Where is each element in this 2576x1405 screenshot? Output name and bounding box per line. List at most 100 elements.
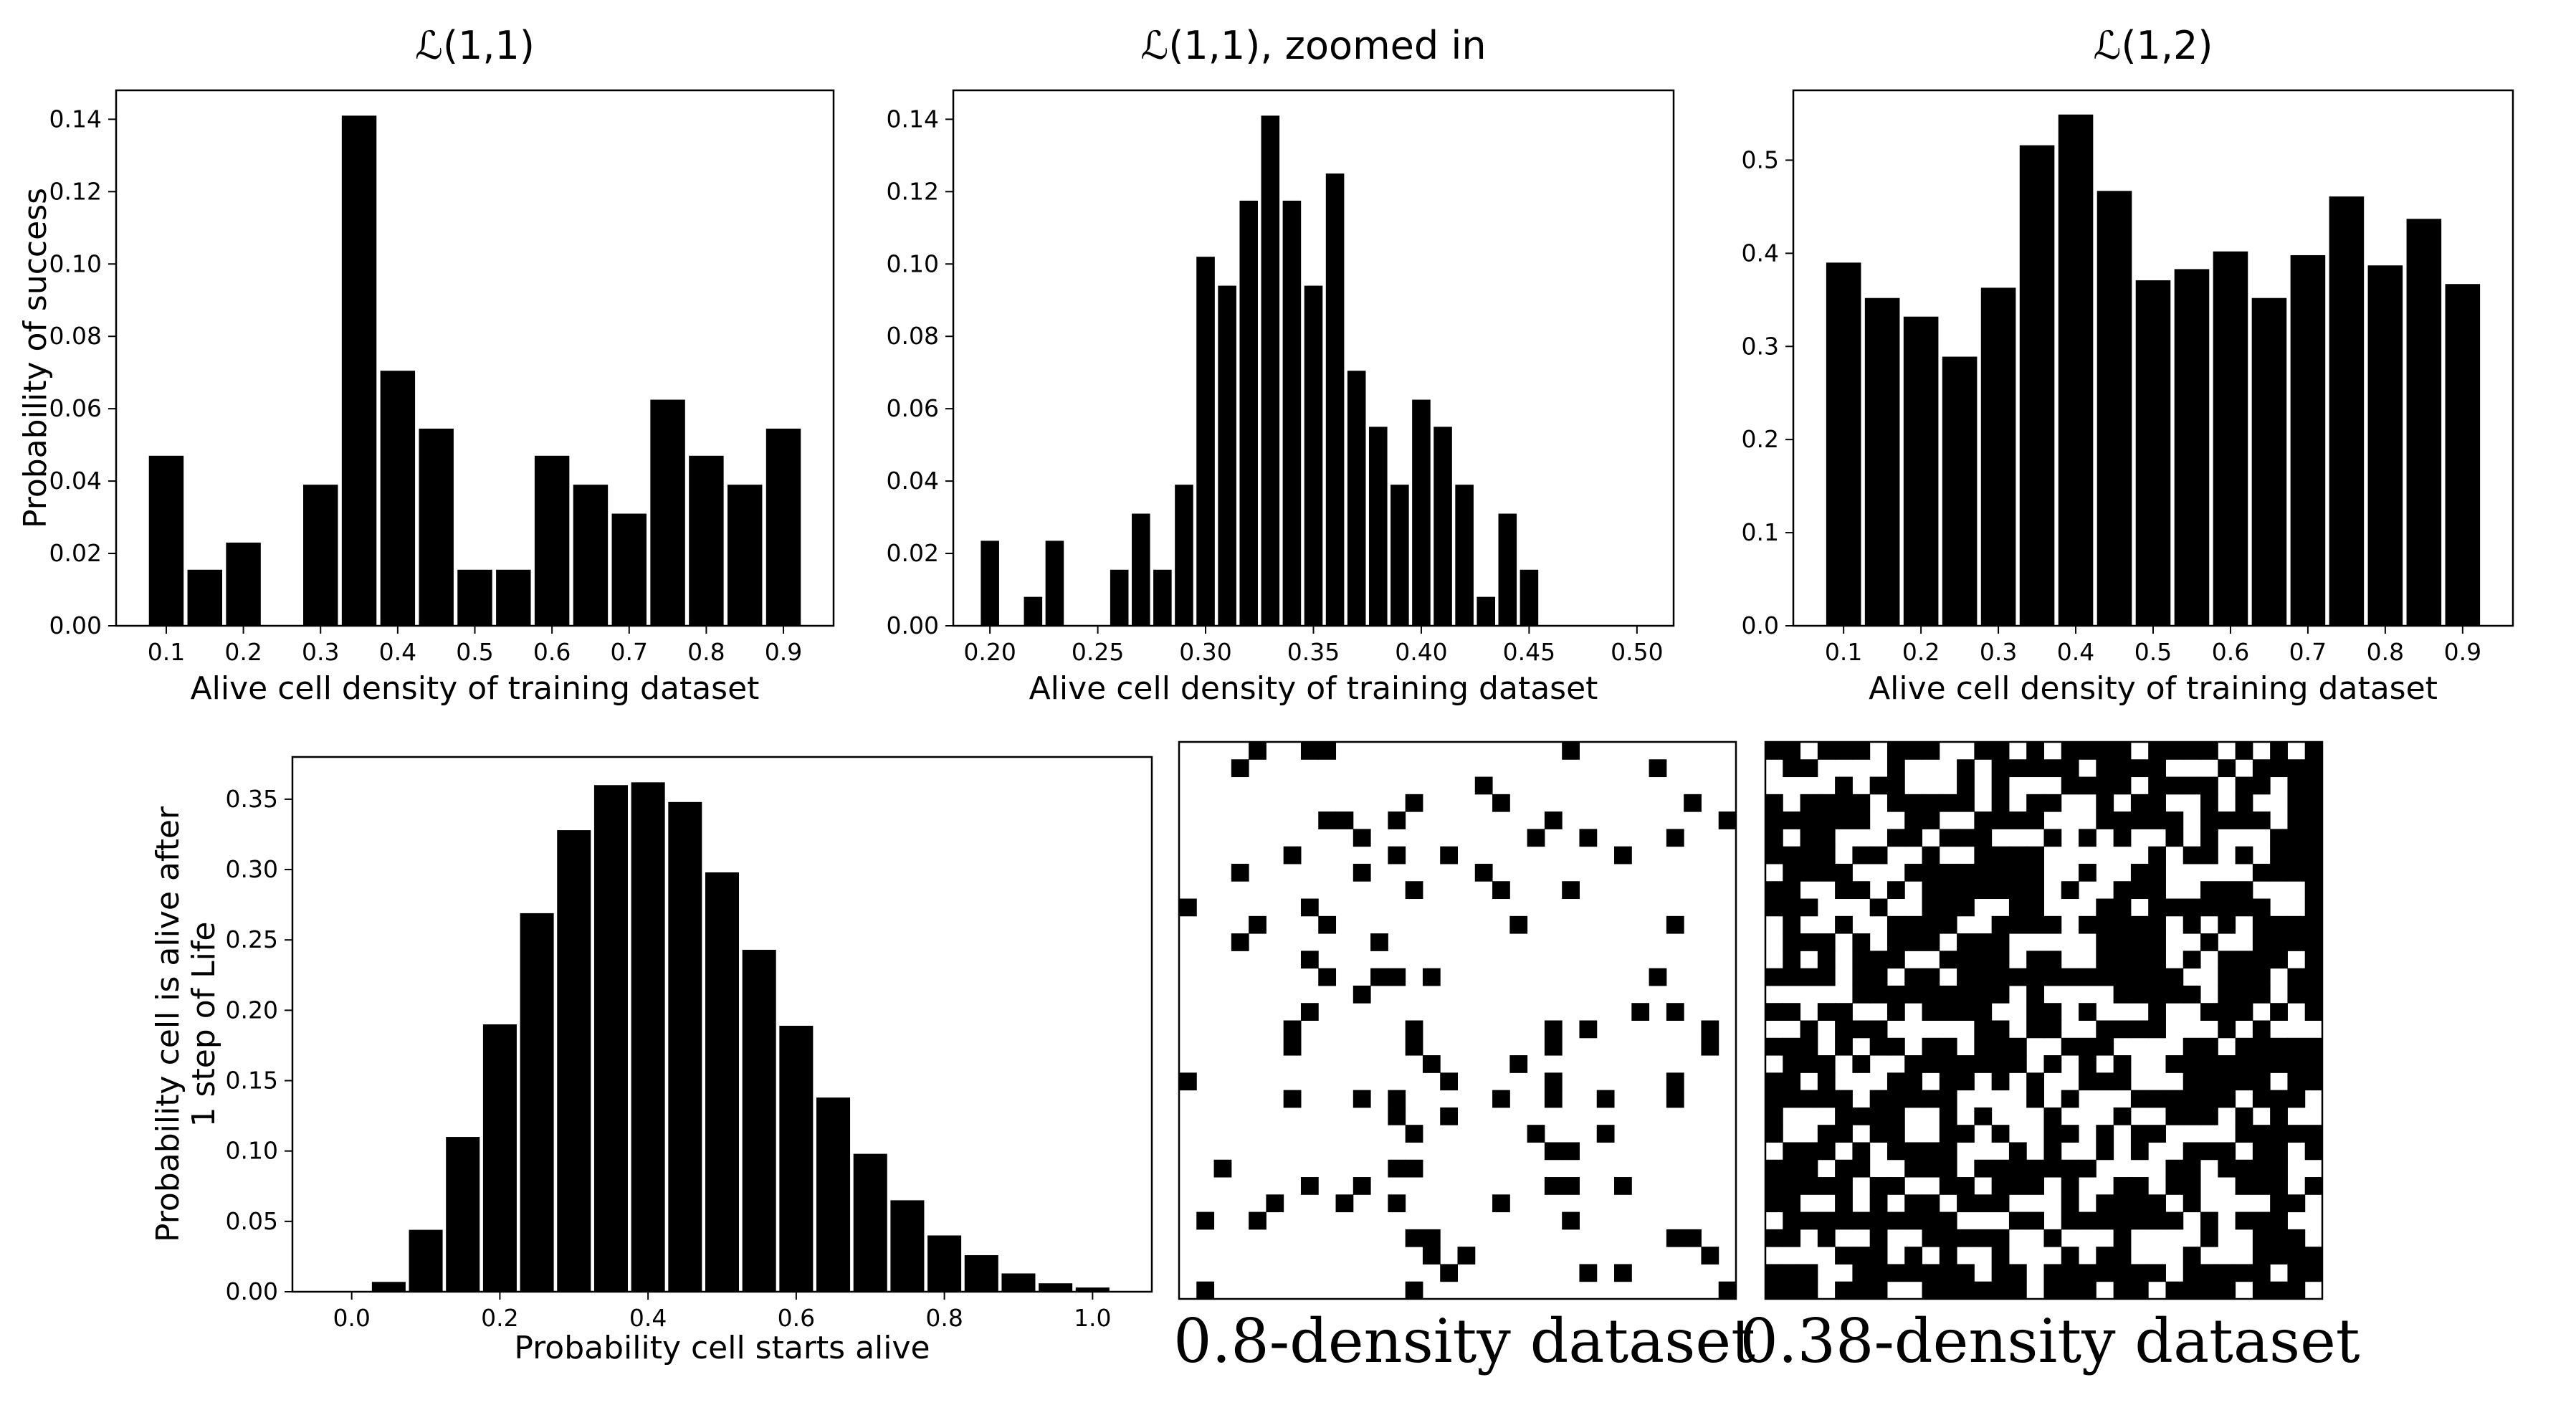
alive-cell <box>1869 846 1888 865</box>
alive-cell <box>1974 1037 1993 1056</box>
alive-cell <box>2252 1264 2271 1282</box>
alive-cell <box>2008 846 2027 865</box>
alive-cell <box>1765 742 1783 760</box>
bar <box>742 949 776 1292</box>
alive-cell <box>2183 1072 2201 1091</box>
bar <box>853 1153 887 1292</box>
alive-cell <box>2061 759 2079 778</box>
alive-cell <box>1817 1072 1836 1091</box>
alive-cell <box>1765 1090 1783 1108</box>
alive-cell <box>1939 1159 1957 1178</box>
alive-cell <box>1817 1142 1836 1161</box>
alive-cell <box>1852 1055 1871 1073</box>
alive-cell <box>2026 794 2044 812</box>
bar <box>1110 569 1129 626</box>
alive-cell <box>2043 1264 2062 1282</box>
alive-cell <box>1974 951 1993 969</box>
y-tick-label: 0.20 <box>226 996 278 1024</box>
alive-cell <box>2026 951 2044 969</box>
alive-cell <box>1835 915 1853 934</box>
alive-cell <box>2235 951 2253 969</box>
alive-cell <box>1939 1107 1957 1125</box>
alive-cell <box>1869 968 1888 986</box>
bar <box>148 455 184 626</box>
alive-cell <box>2183 1159 2201 1178</box>
alive-cell <box>2113 1264 2132 1282</box>
alive-cell <box>2113 1194 2132 1213</box>
alive-cell <box>1939 863 1957 882</box>
bar <box>496 569 531 626</box>
y-tick-label: 0.1 <box>1742 518 1779 546</box>
alive-cell <box>2008 1159 2027 1178</box>
alive-cell <box>2165 1159 2184 1178</box>
alive-cell <box>1405 794 1423 812</box>
alive-cell <box>2113 811 2132 829</box>
alive-cell <box>2200 1090 2218 1108</box>
alive-cell <box>2287 1281 2306 1300</box>
grid-image-0-38-density <box>1764 740 2324 1300</box>
bar <box>1175 485 1193 626</box>
alive-cell <box>1974 933 1993 951</box>
alive-cell <box>1666 829 1684 847</box>
y-tick-label: 0.12 <box>49 177 102 205</box>
alive-cell <box>1957 1125 1975 1143</box>
alive-cell <box>1817 742 1836 760</box>
alive-cell <box>1852 881 1871 900</box>
alive-cell <box>2043 1159 2062 1178</box>
alive-cell <box>1300 951 1319 969</box>
alive-cell <box>2061 881 2079 900</box>
alive-cell <box>1991 863 2010 882</box>
alive-cell <box>2096 1142 2114 1161</box>
alive-cell <box>1939 898 1957 917</box>
chart-title: ℒ(1,2) <box>2094 23 2213 68</box>
alive-cell <box>1886 1211 1905 1230</box>
alive-cell <box>1974 829 1993 847</box>
alive-cell <box>2287 1055 2306 1073</box>
alive-cell <box>2252 933 2271 951</box>
alive-cell <box>2218 1072 2236 1091</box>
alive-cell <box>1991 742 2010 760</box>
alive-cell <box>2079 1055 2096 1073</box>
alive-cell <box>1835 1177 1853 1195</box>
axes-frame <box>115 89 835 627</box>
alive-cell <box>2026 846 2044 865</box>
chart-l11: 0.1 0.2 0.3 0.4 0.5 0.6 0.7 0.8 0.9 0.00 0.02 0.04 0… <box>17 23 835 707</box>
alive-cell <box>1765 794 1783 812</box>
alive-cell <box>2096 1194 2114 1213</box>
alive-cell <box>2079 776 2096 795</box>
y-tick-label: 0.25 <box>226 925 278 953</box>
y-tick-label: 0.00 <box>49 611 102 639</box>
alive-cell <box>2183 985 2201 1004</box>
alive-cell <box>1991 794 2010 812</box>
alive-cell <box>1852 968 1871 986</box>
alive-cell <box>1869 985 1888 1004</box>
alive-cell <box>1817 951 1836 969</box>
alive-cell <box>2304 863 2323 882</box>
alive-cell <box>1405 1281 1423 1300</box>
y-tick-label: 0.00 <box>226 1277 278 1305</box>
alive-cell <box>1869 1281 1888 1300</box>
alive-cell <box>2218 915 2236 934</box>
bar <box>631 782 665 1292</box>
alive-cell <box>1886 1003 1905 1021</box>
alive-cell <box>2287 1194 2306 1213</box>
alive-cell <box>1922 898 1940 917</box>
alive-cell <box>2096 794 2114 812</box>
alive-cell <box>2130 811 2149 829</box>
y-axis-label: Probability of success <box>17 188 54 528</box>
alive-cell <box>1852 1142 1871 1161</box>
alive-cell <box>1388 811 1406 829</box>
x-tick-label: 0.25 <box>1072 638 1124 666</box>
alive-cell <box>1835 1281 1853 1300</box>
alive-cell <box>1922 794 1940 812</box>
alive-cell <box>1835 1125 1853 1143</box>
alive-cell <box>2113 881 2132 900</box>
alive-cell <box>2252 1020 2271 1039</box>
bar <box>890 1200 925 1292</box>
alive-cell <box>2287 933 2306 951</box>
x-axis-label: Alive cell density of training dataset <box>1869 670 2438 707</box>
alive-cell <box>1939 1072 1957 1091</box>
alive-cell <box>2148 985 2166 1004</box>
alive-cell <box>2113 759 2132 778</box>
alive-cell <box>2026 759 2044 778</box>
